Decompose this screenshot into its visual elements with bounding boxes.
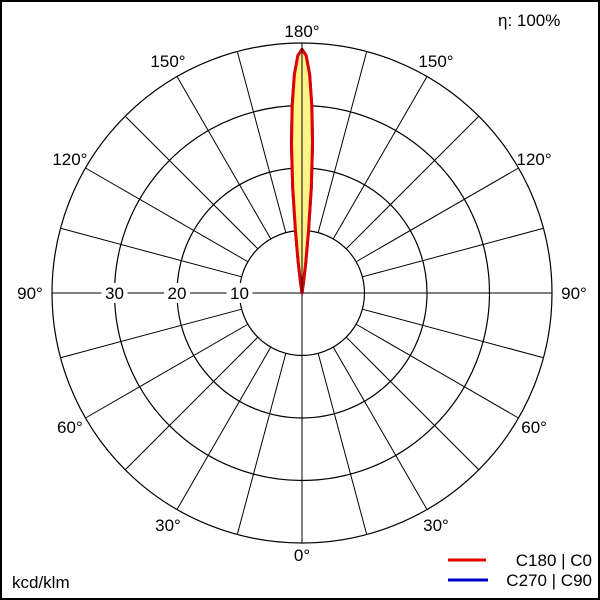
angle-label: 60° (57, 418, 83, 437)
angle-label: 90° (561, 284, 587, 303)
grid-spoke (332, 76, 428, 240)
grid-spoke (176, 346, 272, 510)
grid-spoke (362, 227, 544, 278)
angle-label: 90° (17, 284, 43, 303)
grid-spoke (85, 323, 249, 419)
grid-spoke (236, 353, 287, 535)
radial-tick-label: 20 (168, 284, 187, 303)
tick-label-bg (101, 283, 128, 303)
tick-label-bg (164, 283, 190, 303)
angle-label: 120° (52, 150, 87, 169)
grid-spoke (317, 51, 368, 233)
angle-label: 180° (284, 22, 319, 41)
grid-spoke (124, 115, 259, 250)
angle-label: 60° (521, 418, 547, 437)
angle-label: 0° (294, 546, 310, 565)
angle-label: 150° (150, 52, 185, 71)
grid-spoke (60, 227, 242, 278)
radial-tick-label: 30 (105, 284, 124, 303)
grid-spoke (236, 51, 287, 233)
grid-spoke (355, 167, 519, 263)
angle-label: 150° (418, 52, 453, 71)
angle-label: 30° (423, 516, 449, 535)
grid-spoke (355, 323, 519, 419)
grid-spoke (60, 308, 242, 359)
grid-spoke (85, 167, 249, 263)
grid-spoke (345, 115, 480, 250)
tick-label-bg (226, 283, 253, 303)
grid-spoke (176, 76, 272, 240)
grid-spoke (345, 336, 480, 471)
radial-tick-label: 10 (230, 284, 249, 303)
angle-label: 30° (155, 516, 181, 535)
grid-spoke (317, 353, 368, 535)
grid-spoke (332, 346, 428, 510)
grid-spoke (362, 308, 544, 359)
grid-spoke (124, 336, 259, 471)
angle-label: 120° (517, 150, 552, 169)
